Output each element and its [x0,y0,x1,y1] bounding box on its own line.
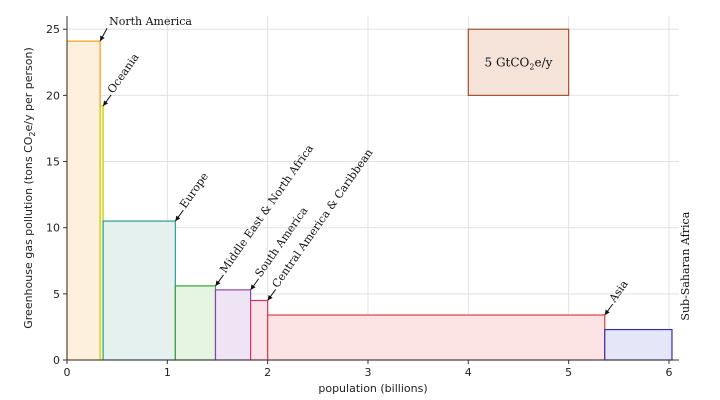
x-tick-label: 1 [164,366,171,379]
region-arrowhead [215,280,221,286]
y-axis-title-end: e/y per person) [22,47,35,131]
y-tick-label: 25 [46,23,60,36]
region-name: Oceania [105,51,142,96]
region-arrowhead [267,294,273,301]
x-tick-label: 6 [665,366,672,379]
region-arrowhead [175,215,181,222]
region-arrowhead [100,35,105,42]
y-axis-title-main: Greenhouse gas pollution (tons CO [22,136,35,329]
legend-text: 5 GtCO2e/y [485,55,553,71]
region-label-2: Europe [174,170,211,222]
region-arrowhead [103,100,109,106]
region-name: Europe [177,170,211,211]
bar-7 [604,328,673,361]
bar-4 [214,289,252,361]
y-tick-label: 15 [46,156,60,169]
region-label-6: Asia [604,278,631,316]
y-tick-label: 0 [53,354,60,367]
bar-6 [267,314,606,361]
legend-box [467,28,570,96]
region-label-1: Oceania [102,51,142,107]
bar-2 [102,220,176,361]
region-arrowhead [604,309,610,316]
region-name: North America [109,15,192,28]
region-name: Asia [606,278,631,306]
region-label-5: Central America & Caribbean [267,146,376,301]
x-tick-label: 3 [364,366,371,379]
tick-labels: 0 1 2 3 4 5 6 0 5 10 15 20 25 [46,23,672,379]
region-arrowhead [250,284,256,290]
x-axis-title: population (billions) [318,382,427,395]
x-tick-label: 4 [465,366,472,379]
y-tick-label: 20 [46,89,60,102]
bars [66,40,673,361]
y-tick-label: 10 [46,222,60,235]
bar-0 [66,40,101,361]
legend-text-sub: 2 [529,62,534,71]
y-axis-title: Greenhouse gas pollution (tons CO2e/y pe… [22,47,37,329]
bar-3 [174,285,217,361]
bar-5 [250,299,269,361]
region-name: Central America & Caribbean [269,146,375,290]
region-label-7: Sub-Saharan Africa [679,211,692,320]
x-tick-label: 2 [264,366,271,379]
region-label-0: North America [99,15,192,42]
y-axis-title-sub: 2 [28,131,37,136]
x-tick-label: 0 [64,366,71,379]
x-tick-label: 5 [565,366,572,379]
legend-text-main: 5 GtCO [485,55,530,69]
region-name: Sub-Saharan Africa [679,211,692,320]
legend-text-end: e/y [534,55,552,69]
legend: 5 GtCO2e/y [467,28,570,96]
axes [63,16,679,364]
y-tick-label: 5 [53,288,60,301]
